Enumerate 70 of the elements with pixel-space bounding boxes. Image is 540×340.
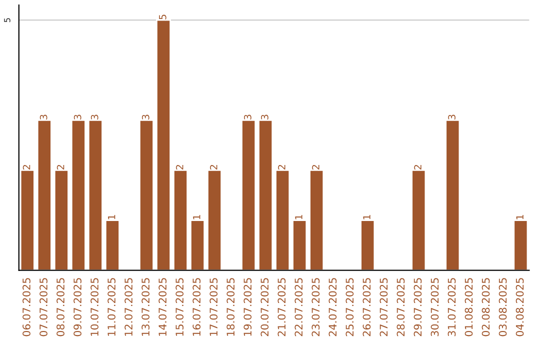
x-tick-label: 30.07.2025 bbox=[430, 278, 439, 336]
bar bbox=[104, 220, 120, 270]
bar bbox=[88, 119, 103, 270]
data-label: 2 bbox=[56, 165, 64, 170]
data-label: 3 bbox=[40, 114, 48, 120]
data-label: 1 bbox=[516, 214, 524, 220]
x-tick-label: 07.07.2025 bbox=[40, 278, 48, 336]
data-label: 1 bbox=[193, 214, 200, 220]
x-tick-label: 20.07.2025 bbox=[260, 278, 269, 336]
bar bbox=[411, 170, 426, 270]
bar bbox=[36, 119, 52, 270]
bar bbox=[172, 170, 188, 270]
x-tick-label: 02.08.2025 bbox=[482, 278, 490, 336]
x-tick-label: 08.07.2025 bbox=[56, 278, 64, 336]
x-tick-label: 26.07.2025 bbox=[362, 278, 371, 336]
x-tick-label: 09.07.2025 bbox=[74, 278, 82, 336]
x-tick-label: 21.07.2025 bbox=[278, 278, 286, 336]
bar bbox=[241, 119, 256, 270]
x-tick-label: 31.07.2025 bbox=[448, 278, 456, 336]
data-label: 1 bbox=[295, 214, 302, 220]
bar bbox=[513, 220, 528, 270]
data-label: 3 bbox=[90, 114, 98, 120]
data-label: 1 bbox=[108, 214, 116, 220]
x-tick-label: 28.07.2025 bbox=[396, 278, 405, 336]
bar bbox=[360, 220, 376, 270]
data-label: 2 bbox=[312, 165, 320, 170]
data-label: 3 bbox=[261, 114, 268, 120]
data-label: 1 bbox=[363, 214, 370, 220]
bar bbox=[156, 19, 171, 270]
bar bbox=[207, 170, 222, 270]
data-label: 2 bbox=[22, 165, 30, 170]
bar bbox=[138, 119, 154, 270]
data-label: 5 bbox=[159, 14, 166, 20]
data-label: 2 bbox=[176, 165, 184, 170]
x-tick-label: 06.07.2025 bbox=[22, 278, 30, 336]
x-tick-label: 04.08.2025 bbox=[516, 278, 524, 336]
data-label: 2 bbox=[210, 165, 218, 170]
x-tick-label: 17.07.2025 bbox=[210, 278, 218, 336]
x-tick-label: 11.07.2025 bbox=[108, 278, 116, 336]
x-tick-label: 27.07.2025 bbox=[380, 278, 388, 336]
data-label: 3 bbox=[244, 114, 252, 120]
data-label: 2 bbox=[414, 165, 422, 170]
bar bbox=[292, 220, 308, 270]
x-tick-label: 01.08.2025 bbox=[464, 278, 473, 336]
bar bbox=[258, 119, 274, 270]
bar bbox=[275, 170, 290, 270]
data-label: 2 bbox=[278, 165, 286, 170]
x-tick-label: 23.07.2025 bbox=[312, 278, 320, 336]
bar bbox=[20, 170, 35, 270]
x-tick-label: 15.07.2025 bbox=[176, 278, 184, 336]
bar bbox=[54, 170, 69, 270]
bar bbox=[70, 119, 86, 270]
x-tick-label: 13.07.2025 bbox=[142, 278, 150, 336]
bar bbox=[309, 170, 324, 270]
x-tick-label: 19.07.2025 bbox=[244, 278, 252, 336]
bar bbox=[190, 220, 206, 270]
data-label: 3 bbox=[74, 114, 82, 120]
x-tick-label: 24.07.2025 bbox=[328, 278, 337, 336]
x-tick-label: 14.07.2025 bbox=[158, 278, 167, 336]
bar bbox=[445, 119, 460, 270]
x-tick-label: 22.07.2025 bbox=[294, 278, 303, 336]
x-tick-label: 25.07.2025 bbox=[346, 278, 354, 336]
x-tick-label: 10.07.2025 bbox=[90, 278, 98, 336]
x-tick-label: 29.07.2025 bbox=[414, 278, 422, 336]
x-tick-label: 03.08.2025 bbox=[498, 278, 507, 336]
x-tick-label: 16.07.2025 bbox=[192, 278, 201, 336]
x-tick-label: 12.07.2025 bbox=[124, 278, 132, 336]
x-tick-label: 18.07.2025 bbox=[226, 278, 235, 336]
data-label: 3 bbox=[142, 114, 150, 120]
data-label: 3 bbox=[448, 114, 456, 120]
